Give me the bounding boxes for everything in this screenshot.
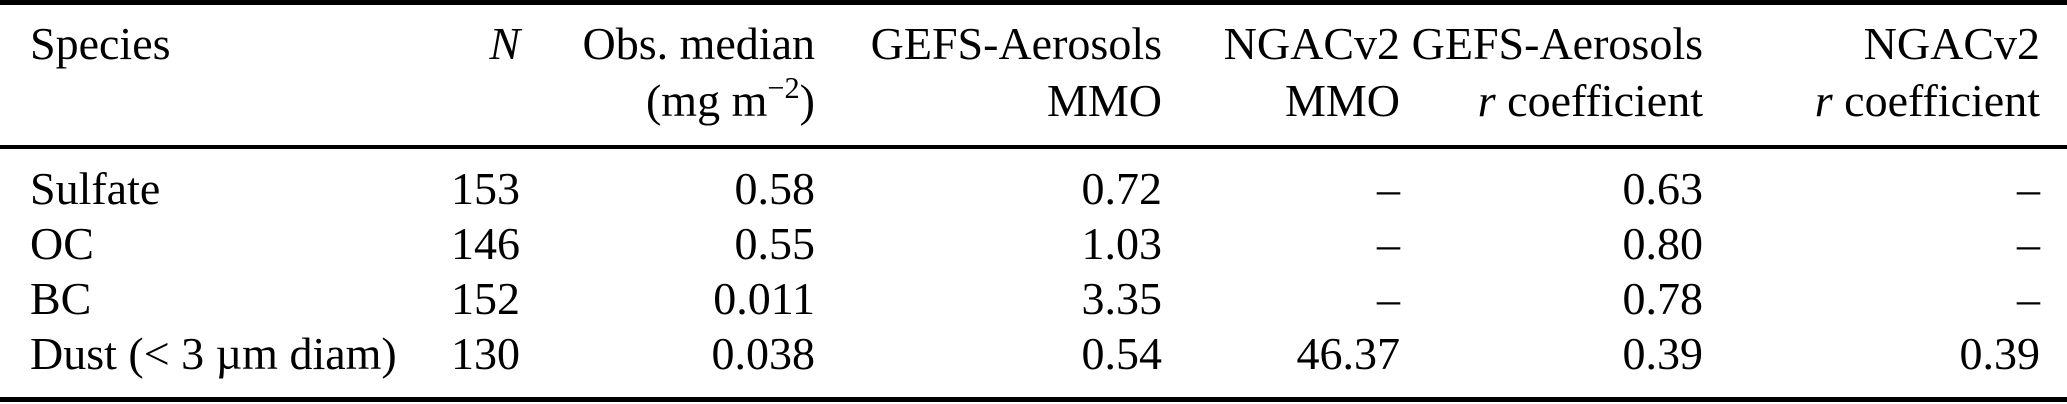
table-row-sulfate: Sulfate 153 0.58 0.72 – 0.63 – [0, 147, 2067, 216]
header-obs-median: Obs. median (mg m−2) [520, 2, 815, 149]
cell-species: OC [30, 218, 94, 269]
cell-ngac-r: – [2017, 273, 2040, 324]
header-ngac-mmo-metric: MMO [1284, 75, 1400, 126]
cell-ngac-r: 0.39 [1959, 328, 2041, 379]
header-n-label: N [489, 18, 520, 69]
header-gefs-mmo-model: GEFS-Aerosols [870, 18, 1162, 69]
coefficient-label: coefficient [1844, 75, 2040, 126]
header-gefs-r-metric: r coefficient [1400, 72, 1703, 129]
cell-n: 130 [451, 328, 520, 379]
header-ngac-r: NGACv2 r coefficient [1703, 2, 2067, 149]
header-gefs-mmo-metric: MMO [1046, 75, 1162, 126]
header-species-label: Species [30, 18, 171, 69]
cell-obs-median: 0.55 [734, 218, 816, 269]
cell-species: Sulfate [30, 163, 161, 214]
r-symbol: r [1477, 75, 1496, 126]
header-row: Species N Obs. median (mg m−2) GEFS-Aero… [0, 2, 2067, 149]
cell-n: 153 [451, 163, 520, 214]
cell-gefs-r: 0.63 [1622, 163, 1704, 214]
cell-obs-median: 0.58 [734, 163, 816, 214]
header-gefs-r: GEFS-Aerosols r coefficient [1400, 2, 1703, 149]
cell-gefs-mmo: 0.54 [1081, 328, 1163, 379]
cell-gefs-r: 0.78 [1622, 273, 1704, 324]
cell-gefs-mmo: 0.72 [1081, 163, 1163, 214]
header-n: N [440, 2, 520, 149]
cell-ngac-mmo: – [1377, 273, 1400, 324]
header-gefs-mmo: GEFS-Aerosols MMO [815, 2, 1162, 149]
r-symbol: r [1814, 75, 1833, 126]
cell-gefs-r: 0.80 [1622, 218, 1704, 269]
header-obs-median-label: Obs. median [582, 18, 815, 69]
unit-close: ) [799, 75, 815, 126]
cell-n: 146 [451, 218, 520, 269]
cell-species: Dust (< 3 µm diam) [30, 328, 397, 379]
cell-n: 152 [451, 273, 520, 324]
unit-open: (mg m [645, 75, 768, 126]
cell-gefs-r: 0.39 [1622, 328, 1704, 379]
coefficient-label: coefficient [1507, 75, 1703, 126]
table-header: Species N Obs. median (mg m−2) GEFS-Aero… [0, 2, 2067, 149]
header-obs-median-unit: (mg m−2) [520, 70, 815, 129]
cell-gefs-mmo: 1.03 [1081, 218, 1163, 269]
cell-species: BC [30, 273, 92, 324]
table-row-oc: OC 146 0.55 1.03 – 0.80 – [0, 216, 2067, 271]
table-row-bc: BC 152 0.011 3.35 – 0.78 – [0, 271, 2067, 326]
header-species: Species [0, 2, 440, 149]
header-ngac-mmo-model: NGACv2 [1223, 18, 1400, 69]
cell-obs-median: 0.011 [713, 273, 815, 324]
cell-ngac-r: – [2017, 163, 2040, 214]
cell-ngac-r: – [2017, 218, 2040, 269]
header-ngac-r-metric: r coefficient [1703, 72, 2040, 129]
cell-ngac-mmo: – [1377, 163, 1400, 214]
header-ngac-r-model: NGACv2 [1863, 18, 2040, 69]
cell-ngac-mmo: – [1377, 218, 1400, 269]
table-body: Sulfate 153 0.58 0.72 – 0.63 – OC 146 0.… [0, 147, 2067, 400]
cell-gefs-mmo: 3.35 [1081, 273, 1163, 324]
table-row-dust: Dust (< 3 µm diam) 130 0.038 0.54 46.37 … [0, 326, 2067, 400]
unit-exponent: −2 [767, 70, 800, 105]
header-ngac-mmo: NGACv2 MMO [1162, 2, 1400, 149]
cell-obs-median: 0.038 [711, 328, 816, 379]
header-gefs-r-model: GEFS-Aerosols [1411, 18, 1703, 69]
cell-ngac-mmo: 46.37 [1296, 328, 1401, 379]
